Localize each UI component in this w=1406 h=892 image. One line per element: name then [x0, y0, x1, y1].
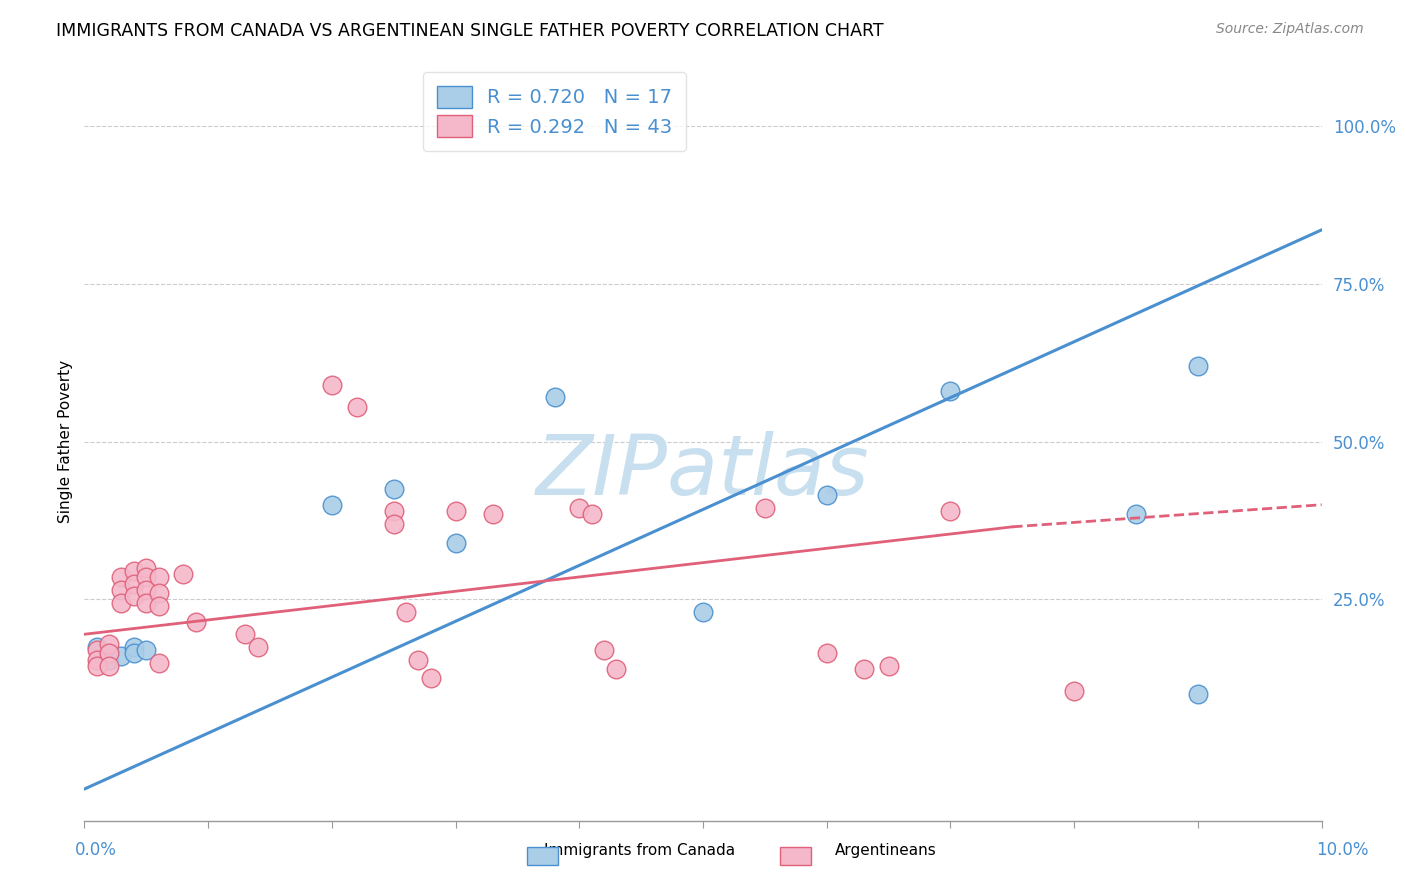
- Point: [110, 596, 132, 610]
- Point: [86, 658, 108, 673]
- Y-axis label: Single Father Poverty: Single Father Poverty: [58, 360, 73, 523]
- Point: [382, 504, 405, 518]
- Point: [605, 662, 627, 676]
- Point: [382, 516, 405, 531]
- Point: [110, 649, 132, 664]
- Point: [815, 646, 838, 660]
- Point: [98, 646, 121, 660]
- Point: [754, 500, 776, 515]
- Point: [122, 646, 145, 660]
- Point: [481, 507, 503, 521]
- Point: [593, 643, 616, 657]
- Point: [122, 576, 145, 591]
- Point: [246, 640, 269, 654]
- Point: [98, 646, 121, 660]
- Point: [568, 500, 591, 515]
- Point: [444, 535, 467, 549]
- Point: [444, 504, 467, 518]
- Point: [1063, 684, 1085, 698]
- Text: Source: ZipAtlas.com: Source: ZipAtlas.com: [1216, 22, 1364, 37]
- Point: [148, 599, 170, 613]
- Text: IMMIGRANTS FROM CANADA VS ARGENTINEAN SINGLE FATHER POVERTY CORRELATION CHART: IMMIGRANTS FROM CANADA VS ARGENTINEAN SI…: [56, 22, 884, 40]
- Text: 10.0%: 10.0%: [1316, 840, 1369, 858]
- Point: [122, 590, 145, 604]
- Point: [321, 377, 343, 392]
- Point: [939, 384, 962, 398]
- Point: [692, 605, 714, 619]
- Point: [852, 662, 875, 676]
- Point: [122, 564, 145, 578]
- Point: [110, 570, 132, 584]
- Point: [86, 640, 108, 654]
- Point: [110, 582, 132, 597]
- Point: [148, 570, 170, 584]
- Point: [135, 596, 157, 610]
- Point: [98, 658, 121, 673]
- Point: [346, 400, 368, 414]
- Point: [135, 582, 157, 597]
- Point: [1125, 507, 1147, 521]
- Point: [135, 561, 157, 575]
- Point: [419, 672, 441, 686]
- Point: [98, 637, 121, 651]
- Point: [321, 498, 343, 512]
- Point: [233, 627, 256, 641]
- Legend: R = 0.720   N = 17, R = 0.292   N = 43: R = 0.720 N = 17, R = 0.292 N = 43: [423, 72, 686, 151]
- Point: [1187, 359, 1209, 373]
- Point: [382, 482, 405, 496]
- Point: [1187, 687, 1209, 701]
- Point: [172, 567, 194, 582]
- Point: [543, 390, 565, 404]
- Point: [939, 504, 962, 518]
- Point: [122, 640, 145, 654]
- Point: [135, 570, 157, 584]
- Point: [98, 652, 121, 666]
- Point: [86, 652, 108, 666]
- Point: [148, 656, 170, 670]
- Point: [148, 586, 170, 600]
- Point: [184, 615, 207, 629]
- Text: Argentineans: Argentineans: [835, 843, 936, 857]
- Point: [877, 658, 900, 673]
- Point: [581, 507, 603, 521]
- Point: [395, 605, 418, 619]
- Point: [86, 643, 108, 657]
- Point: [135, 643, 157, 657]
- Point: [408, 652, 430, 666]
- Text: Immigrants from Canada: Immigrants from Canada: [544, 843, 735, 857]
- Point: [815, 488, 838, 502]
- Text: ZIPatlas: ZIPatlas: [536, 432, 870, 512]
- Text: 0.0%: 0.0%: [75, 840, 117, 858]
